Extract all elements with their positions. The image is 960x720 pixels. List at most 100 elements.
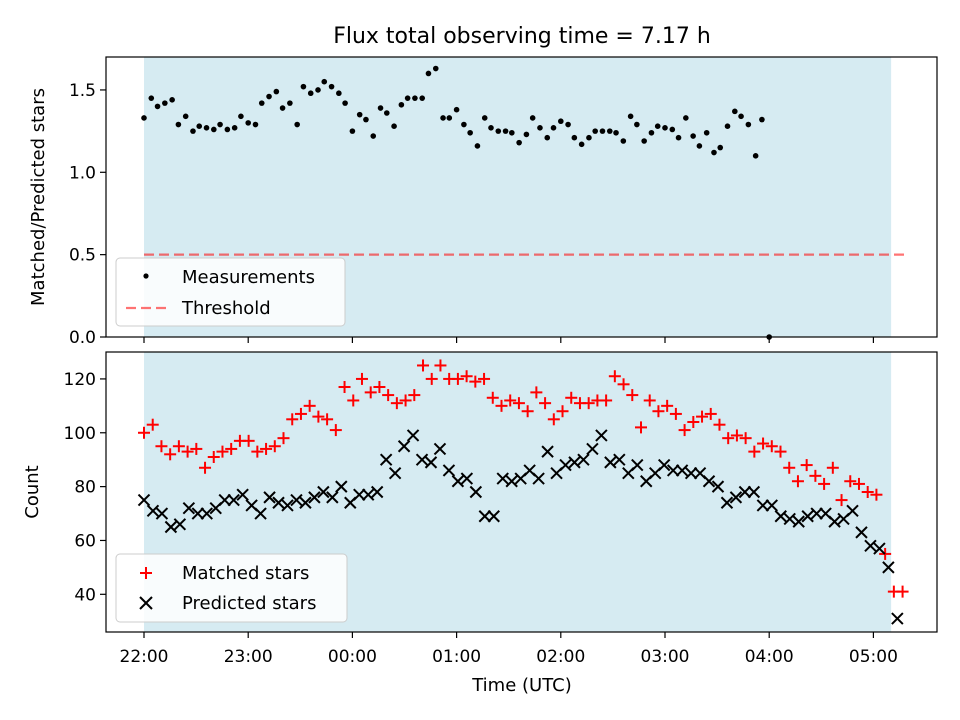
matched-star-point — [338, 381, 351, 393]
matched-star-point — [669, 407, 682, 420]
measurement-point — [627, 113, 634, 120]
measurement-point — [565, 121, 571, 128]
matched-star-point — [146, 418, 159, 431]
matched-star-point — [730, 429, 743, 442]
bottom-x-tick-label: 00:00 — [328, 647, 377, 667]
matched-star-point — [382, 389, 395, 402]
matched-star-point — [504, 394, 517, 407]
matched-star-point — [652, 405, 665, 418]
measurement-point — [634, 121, 640, 128]
measurement-point — [238, 113, 244, 120]
matched-star-point — [417, 359, 430, 372]
predicted-star-point — [415, 453, 429, 466]
measurement-point — [377, 105, 384, 111]
matched-star-point — [277, 432, 290, 445]
measurement-point — [370, 133, 377, 139]
matched-star-point — [818, 477, 831, 490]
measurement-point — [404, 95, 411, 101]
bottom-x-tick-label: 03:00 — [641, 647, 690, 667]
predicted-star-point — [137, 493, 151, 507]
top-y-ticks: 0.0 0.5 1.0 1.5 — [69, 81, 106, 348]
predicted-star-point — [496, 472, 509, 485]
matched-star-point — [181, 445, 194, 458]
top-y-tick-label: 0.5 — [69, 246, 96, 266]
predicted-star-point — [353, 488, 366, 501]
matched-star-point — [826, 461, 839, 474]
measurement-point — [425, 70, 432, 77]
measurement-point — [586, 134, 592, 141]
matched-star-point — [207, 451, 220, 463]
predicted-star-point — [236, 488, 249, 501]
measurement-point — [578, 141, 585, 148]
legend-measurements-marker — [143, 273, 149, 279]
matched-star-point — [486, 391, 499, 404]
matched-star-point — [835, 494, 848, 507]
legend-matched-label: Matched stars — [182, 563, 309, 584]
measurement-point — [662, 125, 668, 131]
bottom-y-tick-label: 120 — [64, 370, 96, 390]
predicted-star-point — [595, 429, 608, 442]
measurement-point — [336, 90, 342, 97]
matched-star-point — [626, 389, 639, 402]
measurement-point — [321, 78, 328, 85]
measurement-point — [453, 106, 460, 113]
measurement-point — [162, 100, 168, 106]
predicted-star-point — [200, 507, 213, 520]
measurement-point — [738, 113, 744, 120]
measurement-point — [363, 116, 369, 123]
matched-star-point — [347, 394, 360, 407]
matched-star-point — [896, 585, 909, 598]
matched-star-point — [373, 381, 386, 393]
top-y-label: Matched/Predicted stars — [28, 88, 49, 306]
predicted-star-point — [613, 453, 626, 466]
measurement-point — [696, 143, 703, 149]
matched-star-point — [294, 407, 307, 420]
predicted-star-point — [577, 453, 590, 466]
matched-star-point — [155, 440, 168, 453]
matched-star-point — [312, 410, 325, 423]
measurement-point — [488, 125, 494, 131]
predicted-star-point — [317, 485, 330, 499]
bottom-x-tick-label: 01:00 — [432, 647, 481, 667]
top-panel: 0.0 0.5 1.0 1.5 Matched/Predicted stars Mea… — [28, 56, 938, 348]
predicted-star-point — [191, 507, 205, 520]
measurement-point — [141, 115, 147, 121]
measurement-point — [190, 128, 196, 134]
predicted-star-point — [487, 510, 500, 523]
measurement-point — [300, 83, 307, 90]
matched-star-point — [582, 397, 595, 410]
bottom-x-tick-label: 22:00 — [120, 647, 169, 667]
matched-star-point — [870, 488, 883, 501]
matched-star-point — [242, 434, 255, 447]
matched-star-point — [547, 413, 560, 426]
predicted-star-point — [505, 475, 518, 488]
predicted-star-point — [362, 488, 375, 501]
measurement-point — [412, 95, 418, 101]
measurement-point — [196, 123, 203, 129]
measurement-point — [182, 113, 189, 120]
predicted-star-point — [227, 493, 240, 507]
measurement-point — [211, 126, 217, 133]
top-y-tick-label: 1.5 — [69, 81, 96, 101]
matched-star-point — [783, 461, 796, 474]
matched-star-point — [164, 448, 177, 461]
measurement-point — [391, 123, 397, 129]
predicted-star-point — [882, 561, 895, 574]
predicted-star-point — [711, 480, 725, 493]
bottom-axes-frame — [105, 351, 938, 633]
matched-star-point — [216, 445, 229, 458]
predicted-star-point — [666, 464, 680, 477]
measurement-point — [446, 115, 453, 121]
legend-threshold-label: Threshold — [181, 298, 271, 319]
matched-star-point — [765, 440, 778, 453]
predicted-star-point — [631, 458, 644, 472]
measurement-point — [648, 129, 655, 136]
measurement-point — [690, 133, 696, 139]
measurement-point — [481, 115, 488, 121]
measurement-point — [683, 115, 689, 121]
legend-predicted-label: Predicted stars — [182, 593, 316, 614]
measurement-point — [287, 100, 293, 106]
bottom-y-tick-label: 80 — [74, 478, 96, 498]
bottom-x-tick-label: 23:00 — [224, 647, 273, 667]
